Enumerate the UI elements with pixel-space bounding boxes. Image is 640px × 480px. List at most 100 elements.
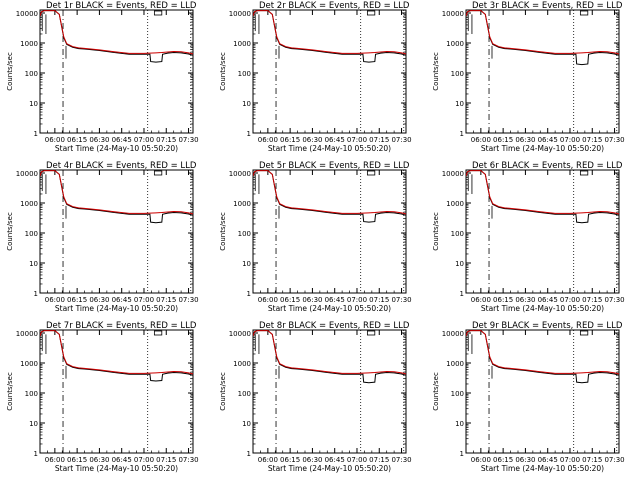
- top-marker-box: [366, 10, 376, 16]
- y-axis-label: Counts/sec: [219, 212, 227, 251]
- chart-title: Det 4r BLACK = Events, RED = LLD: [46, 161, 197, 171]
- lld-series-line: [466, 10, 619, 55]
- lld-series-line: [40, 330, 193, 375]
- plot-frame: [39, 9, 194, 134]
- y-tick-label: 1: [34, 290, 38, 298]
- x-tick-label: 07:15: [582, 456, 602, 464]
- x-tick-label: 06:45: [325, 296, 345, 304]
- top-marker-box: [153, 10, 163, 16]
- x-tick-label: 06:00: [258, 296, 278, 304]
- top-marker-box: [579, 10, 589, 16]
- y-tick-label: 10: [242, 260, 251, 268]
- x-tick-label: 07:00: [134, 136, 154, 144]
- x-tick-label: 07:30: [178, 136, 198, 144]
- y-tick-label: 1000: [233, 360, 251, 368]
- x-tick-label: 07:30: [604, 296, 624, 304]
- x-tick-label: 07:15: [156, 296, 176, 304]
- x-tick-label: 06:30: [515, 296, 535, 304]
- y-tick-label: 1000: [446, 360, 464, 368]
- y-tick-label: 100: [238, 390, 251, 398]
- plot-frame: [39, 329, 194, 454]
- x-tick-label: 07:00: [560, 456, 580, 464]
- lld-series-line: [466, 170, 619, 215]
- y-tick-label: 10: [455, 260, 464, 268]
- chart-panel: Det 4r BLACK = Events, RED = LLD 1 10 100 10…: [6, 161, 199, 313]
- x-tick-label: 07:00: [560, 296, 580, 304]
- lld-series-line: [253, 170, 406, 215]
- x-tick-label: 06:45: [538, 456, 558, 464]
- y-tick-label: 10000: [16, 170, 38, 178]
- y-tick-label: 10000: [16, 330, 38, 338]
- x-tick-label: 07:15: [369, 136, 389, 144]
- y-tick-label: 10000: [229, 170, 251, 178]
- y-tick-label: 1: [247, 290, 251, 298]
- x-tick-label: 07:00: [347, 456, 367, 464]
- chart-title: Det 5r BLACK = Events, RED = LLD: [259, 161, 410, 171]
- x-tick-label: 06:00: [258, 456, 278, 464]
- top-marker-box: [366, 170, 376, 176]
- y-tick-label: 1000: [233, 200, 251, 208]
- lld-series-line: [253, 10, 406, 55]
- top-marker-box: [153, 170, 163, 176]
- x-axis-label: Start Time (24-May-10 05:50:20): [268, 464, 391, 473]
- x-tick-label: 07:00: [134, 456, 154, 464]
- x-tick-label: 06:45: [538, 136, 558, 144]
- x-tick-label: 06:30: [302, 136, 322, 144]
- y-tick-label: 100: [451, 390, 464, 398]
- x-tick-label: 06:45: [325, 456, 345, 464]
- chart-panel: Det 5r BLACK = Events, RED = LLD 1 10 100 10…: [219, 161, 412, 313]
- chart-title: Det 6r BLACK = Events, RED = LLD: [472, 161, 623, 171]
- x-axis-label: Start Time (24-May-10 05:50:20): [55, 464, 178, 473]
- x-tick-label: 07:30: [391, 296, 411, 304]
- chart-title: Det 3r BLACK = Events, RED = LLD: [472, 1, 623, 11]
- x-tick-label: 07:30: [604, 136, 624, 144]
- x-tick-label: 06:00: [45, 296, 65, 304]
- x-tick-label: 06:45: [325, 136, 345, 144]
- x-tick-label: 06:45: [112, 136, 132, 144]
- x-tick-label: 06:45: [538, 296, 558, 304]
- x-axis-label: Start Time (24-May-10 05:50:20): [481, 144, 604, 153]
- x-tick-label: 07:30: [604, 456, 624, 464]
- x-tick-label: 07:00: [347, 296, 367, 304]
- y-tick-label: 10000: [442, 10, 464, 18]
- x-tick-label: 06:30: [515, 456, 535, 464]
- x-tick-label: 06:00: [471, 456, 491, 464]
- y-tick-label: 10: [242, 420, 251, 428]
- y-axis-label: Counts/sec: [219, 52, 227, 91]
- y-tick-label: 10000: [16, 10, 38, 18]
- y-tick-label: 1: [247, 450, 251, 458]
- y-tick-label: 1000: [446, 40, 464, 48]
- x-tick-label: 06:45: [112, 456, 132, 464]
- x-tick-label: 07:30: [178, 456, 198, 464]
- y-tick-label: 1: [460, 450, 464, 458]
- x-tick-label: 06:15: [493, 136, 513, 144]
- x-tick-label: 06:30: [515, 136, 535, 144]
- x-tick-label: 07:15: [369, 456, 389, 464]
- y-axis-label: Counts/sec: [432, 52, 440, 91]
- x-tick-label: 06:15: [280, 136, 300, 144]
- x-tick-label: 06:30: [302, 456, 322, 464]
- x-tick-label: 07:15: [369, 296, 389, 304]
- y-tick-label: 10000: [442, 170, 464, 178]
- x-tick-label: 07:00: [134, 296, 154, 304]
- x-axis-label: Start Time (24-May-10 05:50:20): [481, 304, 604, 313]
- y-tick-label: 10: [29, 420, 38, 428]
- lld-series-line: [40, 170, 193, 215]
- y-tick-label: 100: [25, 70, 38, 78]
- y-tick-label: 100: [238, 230, 251, 238]
- x-tick-label: 06:15: [280, 296, 300, 304]
- plot-frame: [465, 329, 620, 454]
- chart-title: Det 1r BLACK = Events, RED = LLD: [46, 1, 197, 11]
- y-tick-label: 1: [460, 290, 464, 298]
- x-axis-label: Start Time (24-May-10 05:50:20): [55, 304, 178, 313]
- y-tick-label: 10000: [442, 330, 464, 338]
- y-tick-label: 100: [238, 70, 251, 78]
- y-axis-label: Counts/sec: [432, 212, 440, 251]
- y-tick-label: 1: [34, 450, 38, 458]
- y-tick-label: 10: [29, 100, 38, 108]
- y-tick-label: 10000: [229, 10, 251, 18]
- y-tick-label: 10: [242, 100, 251, 108]
- x-tick-label: 06:00: [471, 296, 491, 304]
- y-tick-label: 100: [451, 70, 464, 78]
